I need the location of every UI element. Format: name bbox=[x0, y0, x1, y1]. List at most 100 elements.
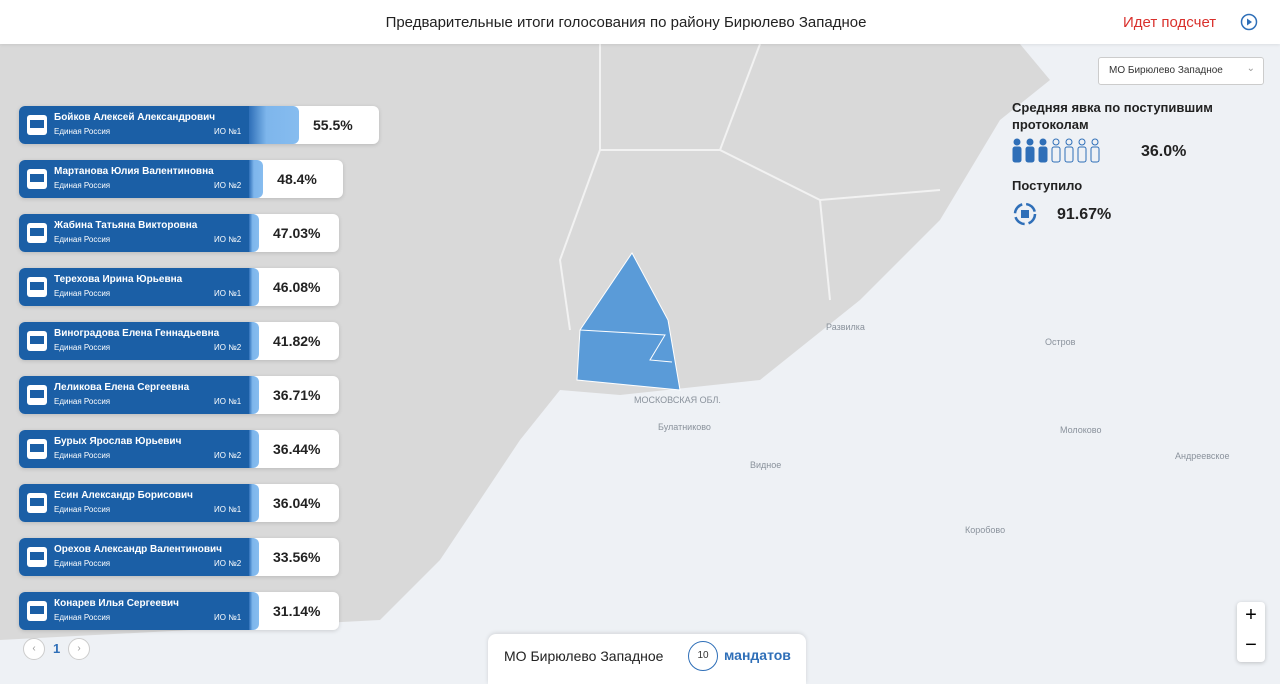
candidate-district: ИО №1 bbox=[214, 127, 242, 136]
candidate-district: ИО №2 bbox=[214, 343, 242, 352]
district-border bbox=[579, 329, 673, 363]
logo-mark bbox=[30, 552, 44, 560]
person-icon bbox=[1077, 146, 1087, 163]
map-label: Молоково bbox=[1060, 425, 1102, 435]
result-bar bbox=[249, 214, 259, 252]
result-label: 31.14% bbox=[273, 603, 321, 619]
candidate-party: Единая Россия bbox=[54, 397, 111, 406]
candidate-label: Конарев Илья Сергеевич Единая Россия ИО №1 bbox=[19, 592, 249, 630]
person-icon bbox=[1090, 146, 1100, 163]
person-icon bbox=[1091, 138, 1099, 146]
logo-mark bbox=[30, 174, 44, 182]
candidate-name: Есин Александр Борисович bbox=[54, 490, 193, 501]
selected-district[interactable] bbox=[576, 252, 681, 391]
map-label: МОСКОВСКАЯ ОБЛ. bbox=[634, 395, 721, 405]
district-select[interactable]: МО Бирюлево Западное ⌄ bbox=[1098, 57, 1264, 85]
candidate-name: Леликова Елена Сергеевна bbox=[54, 382, 190, 393]
candidate-label: Бойков Алексей Александрович Единая Росси… bbox=[19, 106, 249, 144]
zoom-out[interactable]: − bbox=[1245, 634, 1257, 656]
candidate-party: Единая Россия bbox=[54, 613, 111, 622]
result-label: 36.04% bbox=[273, 495, 321, 511]
logo-mark bbox=[30, 336, 44, 344]
zoom-in[interactable]: + bbox=[1245, 604, 1257, 626]
candidate-card: Есин Александр Борисович Единая Россия ИО … bbox=[19, 484, 339, 522]
candidate-party: Единая Россия bbox=[54, 181, 111, 190]
result-bar bbox=[249, 484, 259, 522]
candidate-party: Единая Россия bbox=[54, 505, 111, 514]
result-label: 47.03% bbox=[273, 225, 321, 241]
candidate-card: Конарев Илья Сергеевич Единая Россия ИО №1… bbox=[19, 592, 339, 630]
result-label: 36.44% bbox=[273, 441, 321, 457]
received-value: 91.67% bbox=[1057, 206, 1112, 223]
person-icon bbox=[1012, 146, 1022, 163]
candidate-label: Жабина Татьяна Викторовна Единая Россия ИО… bbox=[19, 214, 249, 252]
candidate-label: Терехова Ирина Юрьевна Единая Россия ИО №1 bbox=[19, 268, 249, 306]
person-icon bbox=[1051, 146, 1061, 163]
person-icon bbox=[1025, 146, 1035, 163]
result-bar bbox=[249, 268, 259, 306]
candidate-party: Единая Россия bbox=[54, 451, 111, 460]
person-icon bbox=[1064, 146, 1074, 163]
candidate-card: Жабина Татьяна Викторовна Единая Россия ИО… bbox=[19, 214, 339, 252]
candidate-district: ИО №2 bbox=[214, 451, 242, 460]
candidate-label: Бурых Ярослав Юрьевич Единая Россия ИО №2 bbox=[19, 430, 249, 468]
person-icon bbox=[1013, 138, 1021, 146]
candidate-district: ИО №2 bbox=[214, 181, 242, 190]
next-page[interactable]: › bbox=[68, 638, 90, 660]
candidate-label: Виноградова Елена Геннадьевна Единая Росс… bbox=[19, 322, 249, 360]
logo-mark bbox=[30, 498, 44, 506]
result-bar bbox=[249, 592, 259, 630]
candidate-label: Есин Александр Борисович Единая Россия ИО … bbox=[19, 484, 249, 522]
candidate-label: Орехов Александр Валентинович Единая Росс… bbox=[19, 538, 249, 576]
party-logo bbox=[27, 331, 47, 351]
candidate-name: Бойков Алексей Александрович bbox=[54, 112, 216, 123]
result-bar bbox=[249, 538, 259, 576]
candidate-district: ИО №2 bbox=[214, 235, 242, 244]
person-icon bbox=[1026, 138, 1034, 146]
candidate-party: Единая Россия bbox=[54, 235, 111, 244]
candidate-party: Единая Россия bbox=[54, 343, 111, 352]
candidate-label: Мартанова Юлия Валентиновна Единая Россия… bbox=[19, 160, 249, 198]
candidate-name: Конарев Илья Сергеевич bbox=[54, 598, 179, 609]
logo-mark bbox=[30, 228, 44, 236]
map-label: Коробово bbox=[965, 525, 1006, 535]
candidate-name: Бурых Ярослав Юрьевич bbox=[54, 436, 182, 447]
candidate-name: Жабина Татьяна Викторовна bbox=[54, 220, 198, 231]
select-text: МО Бирюлево Западное bbox=[1109, 65, 1223, 76]
candidate-district: ИО №1 bbox=[214, 505, 242, 514]
result-bar bbox=[249, 160, 264, 198]
party-logo bbox=[27, 169, 47, 189]
person-icon bbox=[1065, 138, 1073, 146]
logo-mark bbox=[30, 606, 44, 614]
party-logo bbox=[27, 385, 47, 405]
result-bar bbox=[249, 376, 259, 414]
candidate-name: Мартанова Юлия Валентиновна bbox=[54, 166, 214, 177]
received-label: Поступило bbox=[1012, 178, 1083, 193]
map-label: Андреевское bbox=[1175, 451, 1230, 461]
district-borders bbox=[558, 43, 941, 331]
prev-page[interactable]: ‹ bbox=[23, 638, 45, 660]
map-label: Видное bbox=[750, 460, 782, 470]
candidate-card: Терехова Ирина Юрьевна Единая Россия ИО №1… bbox=[19, 268, 339, 306]
candidate-district: ИО №1 bbox=[214, 613, 242, 622]
page-number[interactable]: 1 bbox=[53, 641, 61, 656]
candidate-district: ИО №1 bbox=[214, 289, 242, 298]
person-icon bbox=[1052, 138, 1060, 146]
candidate-card: Орехов Александр Валентинович Единая Росс… bbox=[19, 538, 339, 576]
party-logo bbox=[27, 115, 47, 135]
party-logo bbox=[27, 493, 47, 513]
map-label: Развилка bbox=[826, 322, 865, 332]
map-label: Булатниково bbox=[658, 422, 711, 432]
play-button[interactable] bbox=[1240, 13, 1258, 31]
result-label: 48.4% bbox=[277, 171, 317, 187]
candidate-card: Мартанова Юлия Валентиновна Единая Россия… bbox=[19, 160, 344, 198]
party-logo bbox=[27, 601, 47, 621]
person-icon bbox=[1039, 138, 1047, 146]
mandates-count: 10 bbox=[688, 641, 718, 671]
result-label: 36.71% bbox=[273, 387, 321, 403]
party-logo bbox=[27, 547, 47, 567]
candidate-party: Единая Россия bbox=[54, 289, 111, 298]
logo-mark bbox=[30, 390, 44, 398]
result-bar bbox=[249, 430, 259, 468]
